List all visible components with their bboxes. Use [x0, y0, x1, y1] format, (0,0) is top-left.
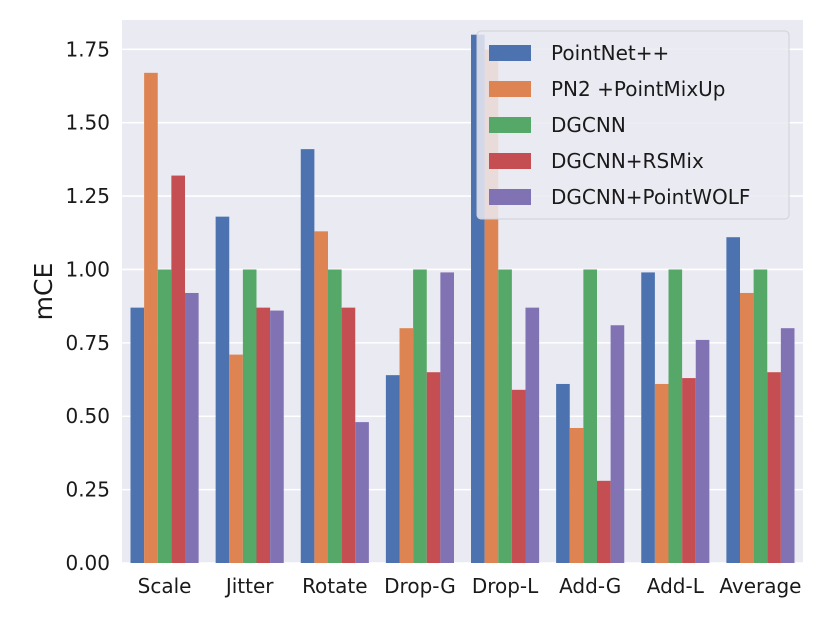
bar — [328, 269, 342, 563]
bar — [556, 383, 570, 563]
bar — [385, 375, 400, 563]
bar — [413, 269, 427, 563]
bar — [440, 272, 454, 563]
x-tick-label: Average — [719, 574, 801, 598]
legend-label: DGCNN — [551, 113, 626, 137]
bar — [426, 372, 441, 563]
bar — [157, 269, 172, 563]
y-tick-label: 0.50 — [65, 404, 110, 428]
x-tick-label: Drop-L — [472, 574, 539, 598]
bar — [300, 149, 315, 564]
bar — [314, 231, 329, 564]
bar — [596, 480, 611, 563]
y-tick-label: 1.25 — [65, 184, 110, 208]
bar — [753, 269, 768, 563]
y-axis-label: mCE — [29, 263, 58, 321]
legend-label: PointNet++ — [551, 41, 669, 65]
x-tick-label: Add-L — [647, 574, 705, 598]
bar — [242, 269, 257, 563]
bar — [184, 292, 199, 563]
bar — [270, 310, 284, 563]
x-tick-label: Rotate — [302, 574, 367, 598]
legend-swatch — [489, 81, 531, 97]
y-tick-label: 0.25 — [65, 478, 110, 502]
y-tick-label: 0.00 — [65, 551, 110, 575]
bar — [215, 216, 230, 563]
legend-swatch — [489, 189, 531, 205]
legend: PointNet++ PN2 +PointMixUp DGCNN DGCNN+RSMi… — [476, 30, 790, 220]
bar — [525, 307, 540, 563]
y-tick-label: 1.75 — [65, 37, 110, 61]
bar — [171, 175, 185, 563]
bar — [256, 307, 271, 563]
legend-swatch — [489, 153, 531, 169]
bar — [654, 383, 669, 563]
bar — [341, 307, 356, 563]
y-tick-label: 0.75 — [65, 331, 110, 355]
legend-label: DGCNN+PointWOLF — [551, 185, 750, 209]
bar — [569, 427, 584, 563]
bar — [355, 422, 369, 563]
legend-label: PN2 +PointMixUp — [551, 77, 726, 101]
bars — [130, 34, 795, 564]
bar — [399, 328, 414, 563]
bar — [610, 325, 625, 563]
legend-box — [476, 30, 790, 220]
bar — [229, 354, 243, 563]
y-tick-labels: 0.00 0.25 0.50 0.75 1.00 1.25 1.50 1.75 — [65, 37, 110, 575]
bar — [780, 328, 795, 563]
bar — [668, 269, 683, 563]
x-tick-label: Add-G — [559, 574, 621, 598]
bar — [726, 237, 741, 563]
bar — [767, 372, 781, 563]
legend-swatch — [489, 45, 531, 61]
bar — [498, 269, 512, 563]
bar — [740, 292, 754, 563]
y-tick-label: 1.50 — [65, 111, 110, 135]
bar — [641, 272, 655, 563]
bar — [695, 339, 710, 563]
x-tick-label: Jitter — [224, 574, 274, 598]
bar — [583, 269, 597, 563]
y-tick-label: 1.00 — [65, 257, 110, 281]
bar — [144, 72, 158, 564]
x-tick-labels: Scale Jitter Rotate Drop-G Drop-L Add-G Add-L A… — [138, 574, 802, 598]
x-tick-label: Scale — [138, 574, 192, 598]
bar — [130, 307, 145, 563]
x-tick-label: Drop-G — [384, 574, 456, 598]
legend-label: DGCNN+RSMix — [551, 149, 704, 173]
bar — [511, 389, 526, 563]
bar — [682, 378, 696, 563]
legend-swatch — [489, 117, 531, 133]
